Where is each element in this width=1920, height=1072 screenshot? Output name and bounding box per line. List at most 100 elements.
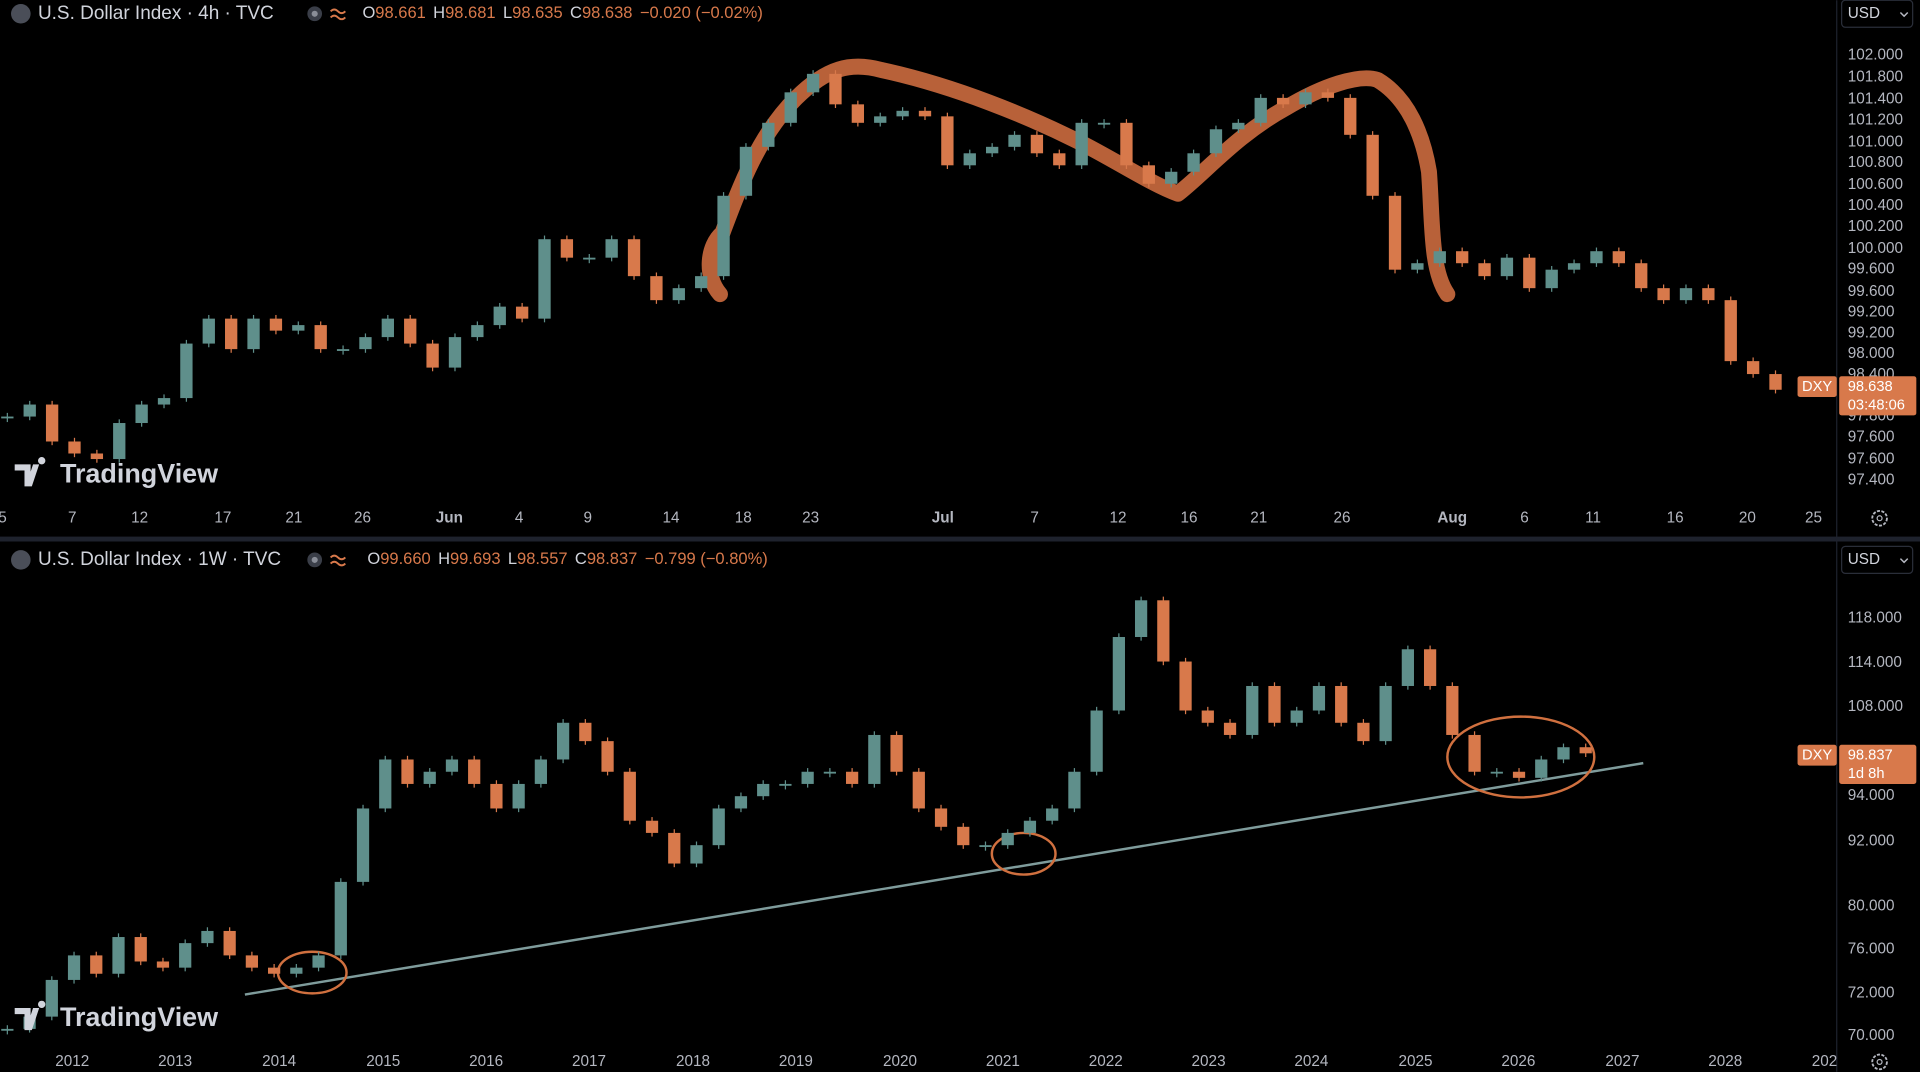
candle <box>334 881 347 956</box>
candle <box>583 257 596 260</box>
candle <box>1567 263 1581 270</box>
candle <box>556 722 570 760</box>
candle <box>23 404 36 417</box>
tag-price: 98.638 <box>1848 379 1893 395</box>
candle <box>1290 710 1303 723</box>
candle <box>941 116 954 166</box>
candle <box>1030 134 1044 154</box>
time-label: 21 <box>285 509 302 526</box>
price-label: 92.000 <box>1848 833 1895 850</box>
candle <box>113 423 126 460</box>
candle <box>534 759 547 784</box>
time-label: 2017 <box>572 1053 606 1070</box>
candle <box>1423 649 1437 686</box>
candle <box>1254 97 1267 123</box>
candle <box>68 441 81 454</box>
status-dot-inner <box>311 556 318 563</box>
candle <box>90 453 104 460</box>
currency-button[interactable] <box>1841 0 1914 28</box>
candle <box>1201 710 1214 723</box>
candle <box>957 826 970 846</box>
candle <box>1046 808 1059 821</box>
currency-button[interactable] <box>1841 545 1914 574</box>
candle <box>1490 771 1503 774</box>
candle <box>1724 300 1737 362</box>
candle <box>918 110 932 117</box>
candle <box>1321 92 1335 98</box>
ohlc-value: 98.661 <box>375 3 426 22</box>
candle <box>223 930 236 956</box>
candle <box>1223 722 1237 735</box>
price-label: 108.000 <box>1848 698 1903 715</box>
candle <box>717 195 730 277</box>
candle <box>1232 122 1245 130</box>
time-label: 2025 <box>1398 1053 1432 1070</box>
candle <box>202 318 215 344</box>
candle <box>1388 195 1402 270</box>
candle <box>963 153 976 166</box>
price-label: 99.200 <box>1848 324 1895 341</box>
time-label: 2015 <box>366 1053 400 1070</box>
candle <box>985 146 999 154</box>
status-dot-inner <box>311 10 318 17</box>
watermark-logo <box>14 1000 46 1031</box>
time-label: 2012 <box>55 1053 89 1070</box>
ohlc-label: C <box>570 3 582 22</box>
candle <box>601 741 614 772</box>
candle <box>379 759 392 809</box>
ohlc-values: O98.661 H98.681 L98.635 C98.638 −0.020 (−0.0… <box>362 3 762 22</box>
currency-label[interactable]: USD <box>1848 5 1880 22</box>
candle <box>45 979 58 1017</box>
trend-line <box>244 761 1644 996</box>
candle <box>1446 685 1459 735</box>
price-label: 100.200 <box>1848 218 1903 235</box>
candle <box>180 343 193 399</box>
candle <box>1657 288 1670 301</box>
candle <box>757 783 770 797</box>
time-label: 2027 <box>1605 1053 1639 1070</box>
candle <box>1702 288 1715 301</box>
currency-label[interactable]: USD <box>1848 551 1880 568</box>
price-label: 114.000 <box>1848 654 1902 671</box>
watermark-logo <box>14 457 46 487</box>
candle <box>1344 97 1357 135</box>
price-label: 94.000 <box>1848 787 1895 804</box>
candle <box>806 73 820 93</box>
candle <box>784 92 797 123</box>
change-value: −0.799 (−0.80%) <box>645 549 768 568</box>
time-label: 21 <box>1250 509 1267 526</box>
price-label: 97.400 <box>1848 471 1895 488</box>
candle <box>1179 661 1192 711</box>
settings-button[interactable] <box>1871 1053 1888 1071</box>
time-label: 16 <box>1180 509 1197 526</box>
tag-timer: 03:48:06 <box>1848 397 1905 413</box>
price-label: 102.000 <box>1848 46 1903 63</box>
ohlc-value: 98.837 <box>587 549 638 568</box>
ohlc-label: H <box>438 549 450 568</box>
time-label: Jun <box>436 509 463 526</box>
delay-icon <box>329 8 346 21</box>
candle <box>1097 122 1111 125</box>
ohlc-values: O99.660 H99.693 L98.557 C98.837 −0.799 (−0.8… <box>367 549 767 568</box>
time-label: 14 <box>663 509 681 526</box>
candle <box>1535 759 1548 778</box>
candle <box>67 955 81 980</box>
settings-button[interactable] <box>1871 509 1888 527</box>
tag-price: 98.837 <box>1848 748 1893 764</box>
candle <box>448 337 462 368</box>
symbol-title: U.S. Dollar Index · 4h · TVC <box>38 3 274 24</box>
time-label: 20 <box>1739 509 1756 526</box>
candle <box>579 722 592 742</box>
candle <box>1299 92 1312 105</box>
candle <box>356 808 370 882</box>
time-label: 5 <box>0 509 7 526</box>
time-label: 7 <box>1030 509 1039 526</box>
candle <box>426 343 439 368</box>
candle <box>445 759 459 772</box>
ohlc-label: L <box>503 3 512 22</box>
candle <box>1134 600 1148 638</box>
price-label: 72.000 <box>1848 984 1895 1001</box>
candle <box>201 930 214 944</box>
